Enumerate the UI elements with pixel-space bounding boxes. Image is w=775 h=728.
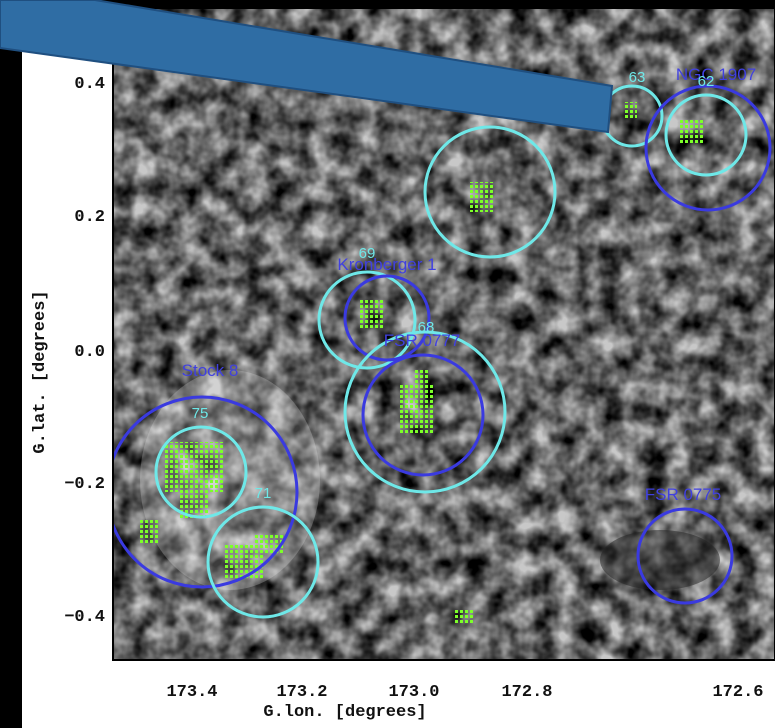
cluster-label: FSR 0775 <box>645 485 722 504</box>
image-frame <box>112 7 775 661</box>
y-tick-label: −0.2 <box>64 475 105 494</box>
y-axis: 0.4 0.2 0.0 −0.2 −0.4 G.lat. [degrees] <box>31 75 105 627</box>
x-tick-label: 173.2 <box>276 683 327 702</box>
sky-image: 63 NGC 1907 62 69 Kronberger 1 68 FSR 07… <box>113 8 775 660</box>
source-label: 63 <box>629 69 646 86</box>
source-label: 69 <box>359 245 376 262</box>
y-axis-label: G.lat. [degrees] <box>31 290 50 453</box>
x-tick-label: 172.8 <box>501 683 552 702</box>
x-tick-label: 173.0 <box>388 683 439 702</box>
cluster-label: Kronberger 1 <box>337 255 436 274</box>
source-label: 62 <box>698 73 715 90</box>
cluster-label: FSR 0777 <box>384 331 461 350</box>
x-tick-label: 172.6 <box>712 683 763 702</box>
top-frame <box>0 0 775 8</box>
x-tick-label: 173.4 <box>166 683 217 702</box>
source-label: 68 <box>418 319 435 336</box>
y-tick-label: 0.2 <box>74 208 105 227</box>
cluster-label: Stock 8 <box>182 361 239 380</box>
y-tick-label: 0.4 <box>74 75 105 94</box>
x-axis-label: G.lon. [degrees] <box>263 703 426 722</box>
left-frame <box>0 0 22 728</box>
overlay-band <box>0 0 614 134</box>
source-label: 71 <box>255 485 272 502</box>
cluster-label: NGC 1907 <box>676 65 756 84</box>
x-axis: 173.4 173.2 173.0 172.8 172.6 G.lon. [de… <box>166 683 763 722</box>
y-tick-label: 0.0 <box>74 343 105 362</box>
y-tick-label: −0.4 <box>64 608 105 627</box>
source-label: 75 <box>192 405 209 422</box>
